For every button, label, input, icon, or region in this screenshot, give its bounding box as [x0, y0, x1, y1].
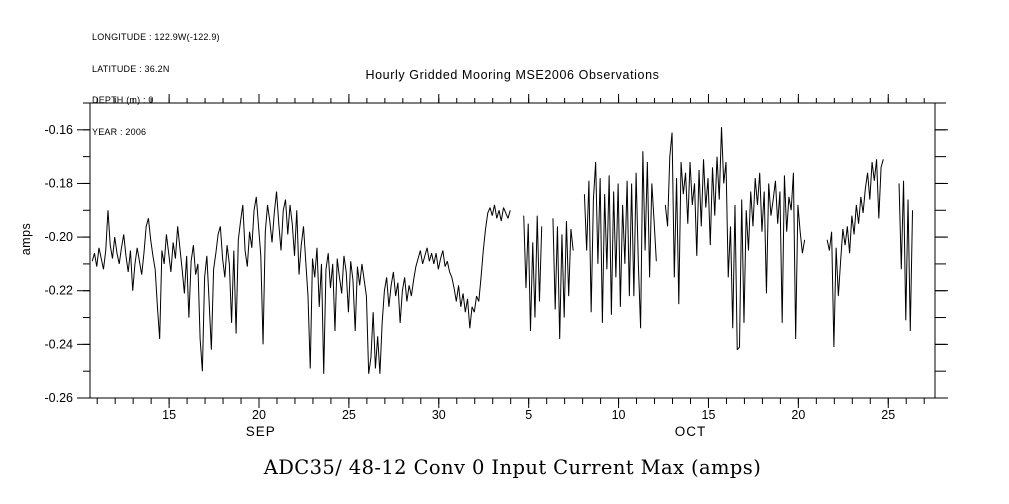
svg-text:-0.22: -0.22 [45, 284, 74, 298]
svg-text:15: 15 [702, 408, 716, 422]
svg-text:-0.26: -0.26 [45, 391, 74, 405]
svg-text:30: 30 [432, 408, 446, 422]
chart-title: Hourly Gridded Mooring MSE2006 Observati… [365, 68, 660, 82]
svg-text:SEP: SEP [246, 424, 276, 439]
svg-text:-0.18: -0.18 [45, 176, 74, 190]
chart-caption: ADC35/ 48-12 Conv 0 Input Current Max (a… [263, 456, 762, 479]
svg-text:5: 5 [525, 408, 532, 422]
svg-text:10: 10 [612, 408, 626, 422]
svg-text:20: 20 [791, 408, 805, 422]
svg-text:25: 25 [881, 408, 895, 422]
svg-text:25: 25 [342, 408, 356, 422]
svg-text:20: 20 [252, 408, 266, 422]
svg-text:15: 15 [162, 408, 176, 422]
metadata-longitude: LONGITUDE : 122.9W(-122.9) [92, 32, 220, 42]
svg-text:-0.16: -0.16 [45, 123, 74, 137]
metadata-latitude: LATITUDE : 36.2N [92, 63, 170, 74]
svg-text:-0.20: -0.20 [45, 230, 74, 244]
y-axis-label: amps [19, 222, 33, 256]
svg-text:OCT: OCT [675, 424, 707, 439]
metadata-year: YEAR : 2006 [92, 126, 147, 137]
svg-text:-0.24: -0.24 [45, 337, 74, 351]
